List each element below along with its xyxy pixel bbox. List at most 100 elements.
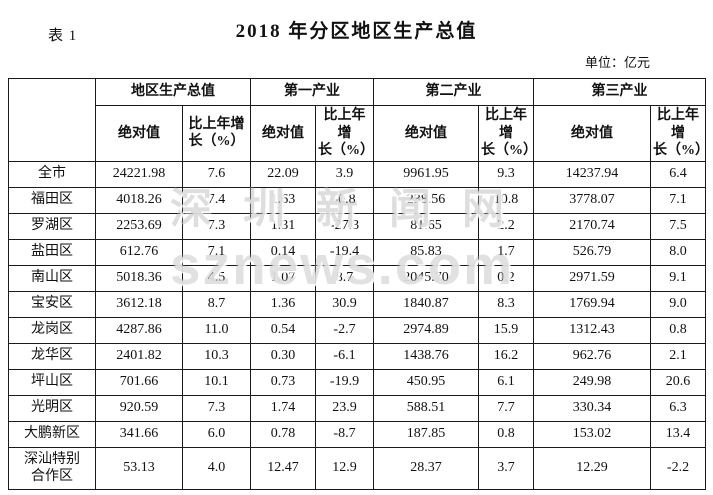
cell-value: -6.1 <box>315 342 374 370</box>
cell-value: 30.9 <box>315 290 374 318</box>
cell-value: 23.9 <box>315 394 374 422</box>
cell-value: 20.6 <box>650 368 706 396</box>
cell-value: 2253.69 <box>95 212 183 240</box>
cell-value: 4287.86 <box>95 316 183 344</box>
cell-value: 8.7 <box>315 264 374 292</box>
cell-value: 1312.43 <box>533 316 651 344</box>
row-label: 宝安区 <box>8 290 96 318</box>
cell-value: -19.4 <box>315 238 374 266</box>
cell-value: 1.63 <box>250 186 316 214</box>
cell-value: 249.98 <box>533 368 651 396</box>
subheader-absolute-value: 绝对值 <box>533 105 651 162</box>
cell-value: 0.8 <box>650 316 706 344</box>
cell-value: 1.31 <box>250 212 316 240</box>
cell-value: 8.3 <box>478 290 534 318</box>
subheader-yoy-growth: 比上年增 长（%） <box>650 105 706 162</box>
table-row: 盐田区 612.76 7.1 0.14 -19.4 85.83 1.7 526.79 8.0 <box>8 238 706 266</box>
cell-value: 0.78 <box>250 420 316 448</box>
subheader-absolute-value: 绝对值 <box>95 105 183 162</box>
cell-value: 0.8 <box>478 420 534 448</box>
cell-value: 1.7 <box>478 238 534 266</box>
cell-value: 2.1 <box>650 342 706 370</box>
cell-value: 1.07 <box>250 264 316 292</box>
cell-value: -0.8 <box>315 186 374 214</box>
cell-value: -8.7 <box>315 420 374 448</box>
cell-value: 588.51 <box>373 394 479 422</box>
cell-value: 7.4 <box>182 186 251 214</box>
table-row: 坪山区 701.66 10.1 0.73 -19.9 450.95 6.1 249.98 20.… <box>8 368 706 396</box>
cell-value: 9.1 <box>650 264 706 292</box>
cell-value: 16.2 <box>478 342 534 370</box>
table-row: 龙华区 2401.82 10.3 0.30 -6.1 1438.76 16.2 962.76 2… <box>8 342 706 370</box>
cell-value: 1.36 <box>250 290 316 318</box>
cell-value: 4.5 <box>182 264 251 292</box>
col-group-header: 第二产业 <box>373 78 534 106</box>
cell-value: 24221.98 <box>95 160 183 188</box>
subheader-absolute-value: 绝对值 <box>373 105 479 162</box>
cell-value: 2974.89 <box>373 316 479 344</box>
cell-value: 1840.87 <box>373 290 479 318</box>
col-group-header: 第三产业 <box>533 78 706 106</box>
cell-value: -19.9 <box>315 368 374 396</box>
table-row: 全市 24221.98 7.6 22.09 3.9 9961.95 9.3 14237.94 6… <box>8 160 706 188</box>
cell-value: 2.2 <box>478 212 534 240</box>
row-label: 龙华区 <box>8 342 96 370</box>
col-group-header: 第一产业 <box>250 78 374 106</box>
cell-value: 238.56 <box>373 186 479 214</box>
cell-value: 0.73 <box>250 368 316 396</box>
table-row: 罗湖区 2253.69 7.3 1.31 -27.3 81.65 2.2 2170.74 7.5 <box>8 212 706 240</box>
cell-value: 15.9 <box>478 316 534 344</box>
subheader-yoy-growth: 比上年增 长（%） <box>315 105 374 162</box>
subheader-yoy-growth: 比上年增 长（%） <box>478 105 534 162</box>
cell-value: 3.7 <box>478 446 534 490</box>
cell-value: -27.3 <box>315 212 374 240</box>
cell-value: 3612.18 <box>95 290 183 318</box>
cell-value: 12.47 <box>250 446 316 490</box>
table-row: 南山区 5018.36 4.5 1.07 8.7 2045.70 0.2 2971.59 9.1 <box>8 264 706 292</box>
cell-value: 0.30 <box>250 342 316 370</box>
cell-value: 6.4 <box>650 160 706 188</box>
cell-value: 6.0 <box>182 420 251 448</box>
gdp-by-district-table: 地区生产总值 第一产业 第二产业 第三产业 绝对值 比上年增 长（%） 绝对值 比上年增 … <box>8 78 706 490</box>
cell-value: 1.74 <box>250 394 316 422</box>
row-label: 盐田区 <box>8 238 96 266</box>
row-label: 坪山区 <box>8 368 96 396</box>
cell-value: 450.95 <box>373 368 479 396</box>
cell-value: 10.3 <box>182 342 251 370</box>
subheader-yoy-growth: 比上年增 长（%） <box>182 105 251 162</box>
cell-value: 9.0 <box>650 290 706 318</box>
table-row: 光明区 920.59 7.3 1.74 23.9 588.51 7.7 330.34 6.3 <box>8 394 706 422</box>
cell-value: 22.09 <box>250 160 316 188</box>
cell-value: 6.1 <box>478 368 534 396</box>
cell-value: 12.9 <box>315 446 374 490</box>
cell-value: 7.6 <box>182 160 251 188</box>
cell-value: 7.3 <box>182 212 251 240</box>
cell-value: 10.8 <box>478 186 534 214</box>
row-label: 光明区 <box>8 394 96 422</box>
cell-value: 4018.26 <box>95 186 183 214</box>
cell-value: 3.9 <box>315 160 374 188</box>
table-number-label: 表 1 <box>48 28 78 44</box>
col-group-header: 地区生产总值 <box>95 78 251 106</box>
cell-value: 28.37 <box>373 446 479 490</box>
table-row: 龙岗区 4287.86 11.0 0.54 -2.7 2974.89 15.9 1312.43… <box>8 316 706 344</box>
cell-value: 7.1 <box>650 186 706 214</box>
cell-value: 1769.94 <box>533 290 651 318</box>
cell-value: 612.76 <box>95 238 183 266</box>
cell-value: 526.79 <box>533 238 651 266</box>
cell-value: 2170.74 <box>533 212 651 240</box>
table-header-group-row: 地区生产总值 第一产业 第二产业 第三产业 <box>8 78 706 162</box>
row-label: 全市 <box>8 160 96 188</box>
cell-value: 12.29 <box>533 446 651 490</box>
row-label: 福田区 <box>8 186 96 214</box>
cell-value: 10.1 <box>182 368 251 396</box>
table-row: 大鹏新区 341.66 6.0 0.78 -8.7 187.85 0.8 153.02 13.4 <box>8 420 706 448</box>
row-label: 大鹏新区 <box>8 420 96 448</box>
unit-note: 单位：亿元 <box>584 55 650 70</box>
cell-value: 81.65 <box>373 212 479 240</box>
cell-value: 2401.82 <box>95 342 183 370</box>
cell-value: -2.2 <box>650 446 706 490</box>
table-row: 深汕特别合作区 53.13 4.0 12.47 12.9 28.37 3.7 12.29 -2.… <box>8 446 706 490</box>
cell-value: 53.13 <box>95 446 183 490</box>
cell-value: 7.3 <box>182 394 251 422</box>
